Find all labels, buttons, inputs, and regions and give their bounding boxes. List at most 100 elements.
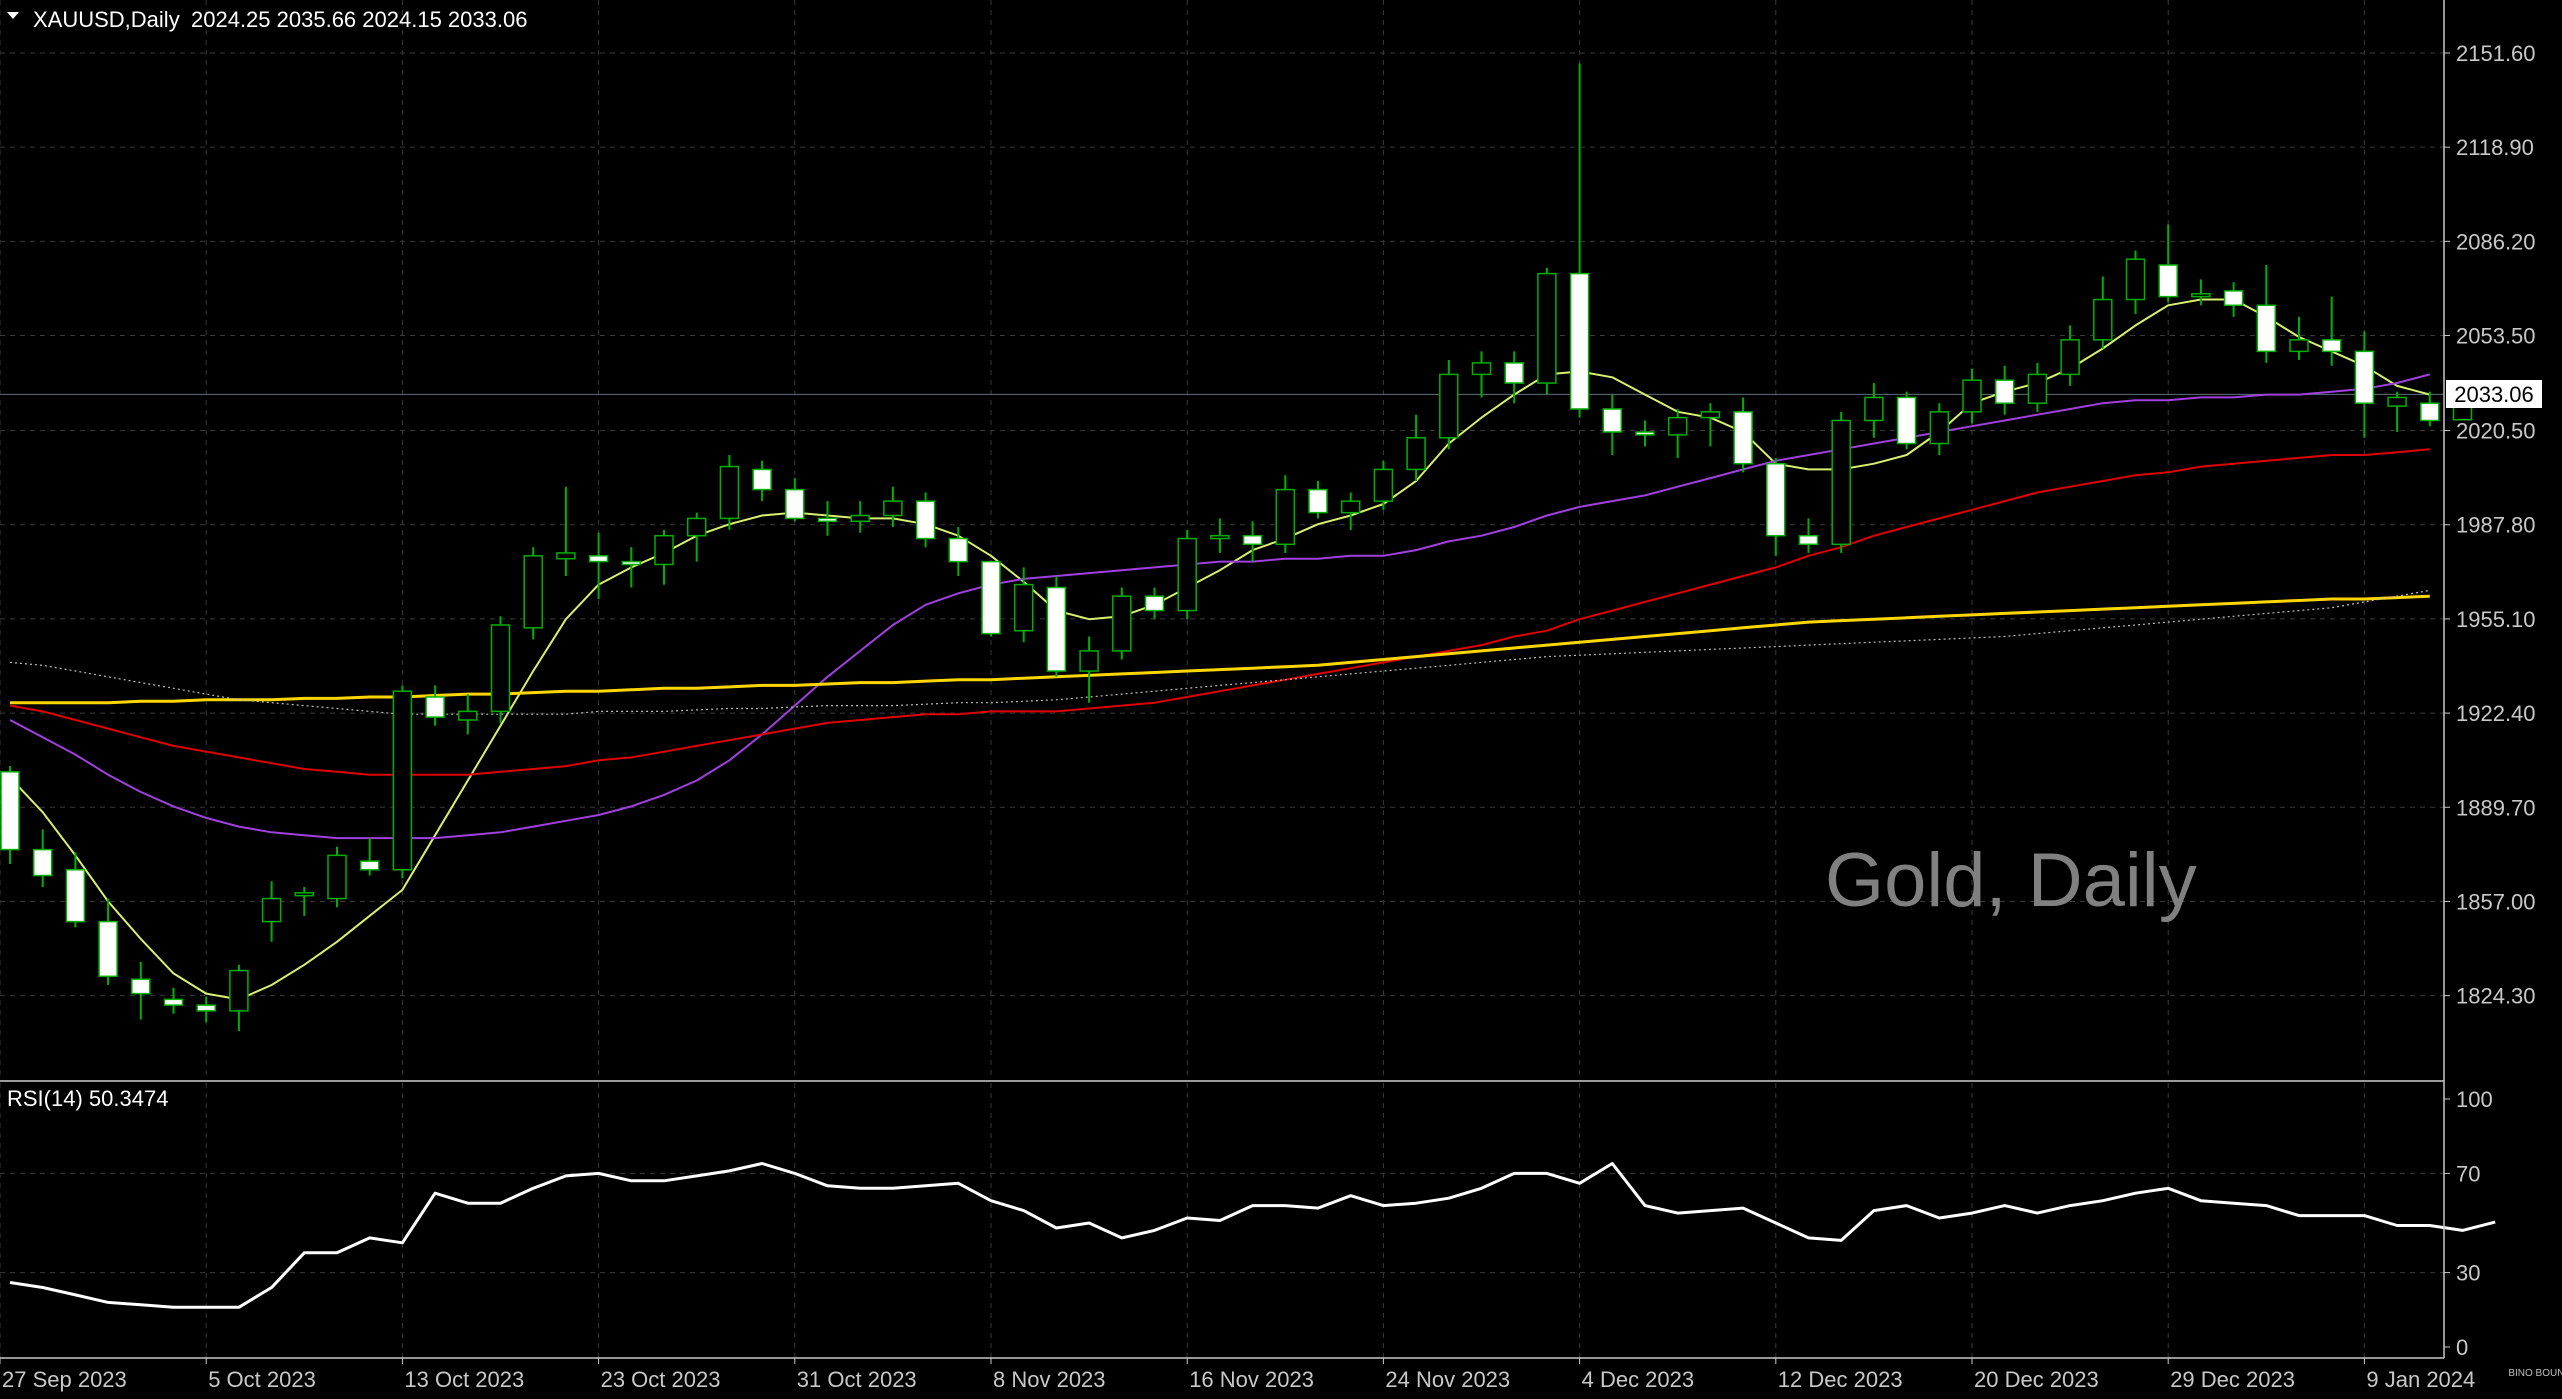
y-tick-label: 1889.70 xyxy=(2456,795,2536,820)
candle[interactable] xyxy=(1308,480,1328,519)
candle[interactable] xyxy=(981,560,1001,637)
x-tick-label: 13 Oct 2023 xyxy=(404,1367,524,1392)
candle[interactable] xyxy=(2387,391,2407,432)
candle[interactable] xyxy=(392,685,413,879)
candle[interactable] xyxy=(2256,264,2277,363)
candle-body-bull xyxy=(490,624,511,713)
candle[interactable] xyxy=(1406,414,1426,481)
candle[interactable] xyxy=(719,455,740,530)
candle-body-bear xyxy=(65,869,86,923)
candle[interactable] xyxy=(1667,408,1688,458)
candle[interactable] xyxy=(458,694,478,735)
watermark: Gold, Daily xyxy=(1825,838,2197,923)
candle[interactable] xyxy=(2060,325,2080,386)
candle[interactable] xyxy=(98,898,118,985)
candle[interactable] xyxy=(2289,316,2309,360)
candle[interactable] xyxy=(785,478,805,522)
candle[interactable] xyxy=(1602,394,1623,456)
candle[interactable] xyxy=(1700,403,1721,447)
candle[interactable] xyxy=(1013,567,1034,643)
y-tick-label: 1824.30 xyxy=(2456,984,2536,1009)
candle-body-bear xyxy=(0,771,20,851)
candle[interactable] xyxy=(2093,276,2113,349)
candle[interactable] xyxy=(1177,529,1197,620)
candle[interactable] xyxy=(65,852,86,928)
rsi-tick-label: 30 xyxy=(2456,1261,2480,1286)
candle[interactable] xyxy=(1046,576,1067,677)
candle[interactable] xyxy=(359,838,380,876)
candle[interactable] xyxy=(2191,279,2211,306)
candles[interactable] xyxy=(0,63,2473,1032)
candle[interactable] xyxy=(1929,403,1950,456)
candle[interactable] xyxy=(2158,224,2178,303)
candle[interactable] xyxy=(1569,63,1590,418)
candle[interactable] xyxy=(915,492,936,548)
candle[interactable] xyxy=(1210,518,1230,553)
candle[interactable] xyxy=(131,961,151,1020)
candle-body-bull xyxy=(2125,258,2146,301)
candle-body-bull xyxy=(2191,293,2211,298)
candle[interactable] xyxy=(1864,383,1884,438)
candle[interactable] xyxy=(1537,267,1557,395)
candle[interactable] xyxy=(2420,391,2440,427)
candle[interactable] xyxy=(588,532,609,600)
candle[interactable] xyxy=(2125,250,2146,314)
candle[interactable] xyxy=(1896,391,1917,450)
candle[interactable] xyxy=(32,829,53,888)
candle[interactable] xyxy=(621,547,642,588)
candle[interactable] xyxy=(0,766,20,864)
candle[interactable] xyxy=(1504,351,1524,404)
candle[interactable] xyxy=(523,547,543,640)
candle[interactable] xyxy=(2321,296,2342,366)
candle[interactable] xyxy=(1733,397,1753,473)
candle[interactable] xyxy=(1798,518,1819,553)
chevron-down-icon[interactable] xyxy=(7,12,19,19)
candle[interactable] xyxy=(327,846,347,908)
candle[interactable] xyxy=(229,964,249,1032)
candle[interactable] xyxy=(1635,420,1655,447)
candle-body-bull xyxy=(1373,468,1394,502)
candle[interactable] xyxy=(196,996,216,1023)
y-tick-label: 1987.80 xyxy=(2456,513,2536,538)
candle[interactable] xyxy=(556,486,576,576)
candle[interactable] xyxy=(1439,360,1459,450)
x-tick-label: 20 Dec 2023 xyxy=(1974,1367,2099,1392)
candle[interactable] xyxy=(425,685,445,726)
candle[interactable] xyxy=(1340,492,1361,530)
candle[interactable] xyxy=(1994,365,2015,415)
moving-average-line-4 xyxy=(10,594,2430,705)
candle[interactable] xyxy=(1766,457,1786,556)
candle[interactable] xyxy=(163,987,184,1014)
candle[interactable] xyxy=(752,460,772,502)
candle-body-bear xyxy=(1994,379,2015,404)
candle[interactable] xyxy=(850,501,870,533)
candle[interactable] xyxy=(883,486,903,528)
candle[interactable] xyxy=(490,616,511,723)
candle-body-bull xyxy=(261,897,282,923)
candle[interactable] xyxy=(817,501,838,536)
candle[interactable] xyxy=(261,881,282,942)
candle[interactable] xyxy=(1144,587,1165,620)
candle[interactable] xyxy=(1471,351,1492,398)
candle[interactable] xyxy=(1373,460,1394,510)
candle[interactable] xyxy=(1962,368,1982,424)
candle-body-bull xyxy=(686,517,707,537)
candle-body-bear xyxy=(32,848,53,877)
candle[interactable] xyxy=(654,529,674,585)
candle[interactable] xyxy=(294,887,315,916)
candle[interactable] xyxy=(2027,362,2048,412)
y-tick-label: 2151.60 xyxy=(2456,41,2536,66)
candle-body-bear xyxy=(98,920,118,978)
candle[interactable] xyxy=(1275,475,1296,553)
candle[interactable] xyxy=(1079,636,1099,703)
candle[interactable] xyxy=(2223,282,2244,317)
candle[interactable] xyxy=(686,512,707,562)
candle[interactable] xyxy=(948,527,969,576)
candle[interactable] xyxy=(1831,411,1851,553)
axes xyxy=(0,0,2450,1364)
moving-average-line-1 xyxy=(9,298,2431,1001)
candle[interactable] xyxy=(1112,587,1132,660)
candle[interactable] xyxy=(1242,521,1263,562)
candle[interactable] xyxy=(2354,331,2375,438)
